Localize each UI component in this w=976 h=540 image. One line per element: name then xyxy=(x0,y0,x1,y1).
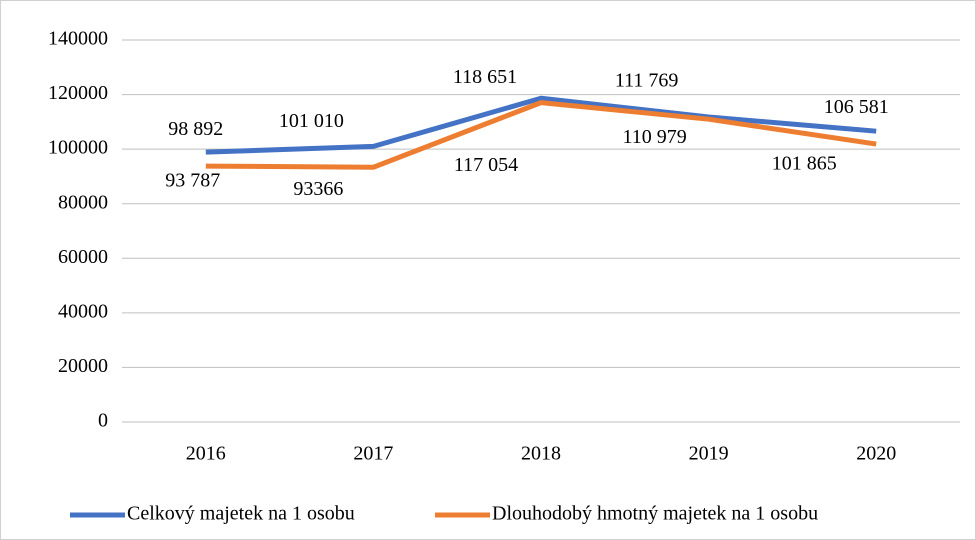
y-tick-label: 100000 xyxy=(48,137,108,159)
legend-label: Dlouhodobý hmotný majetek na 1 osobu xyxy=(492,503,818,525)
y-tick-label: 80000 xyxy=(58,191,108,213)
series-line xyxy=(205,100,877,170)
series-line xyxy=(205,95,877,155)
data-label: 101 865 xyxy=(772,153,837,175)
data-label: 111 769 xyxy=(615,70,679,92)
x-tick-label: 2016 xyxy=(186,443,226,465)
y-tick-label: 60000 xyxy=(58,246,108,268)
data-label: 106 581 xyxy=(824,96,889,118)
y-tick-label: 140000 xyxy=(48,28,108,50)
legend-label: Celkový majetek na 1 osobu xyxy=(127,503,355,525)
x-tick-label: 2017 xyxy=(353,443,393,465)
data-label: 93366 xyxy=(293,178,343,200)
y-tick-label: 20000 xyxy=(58,355,108,377)
data-label: 98 892 xyxy=(168,118,223,140)
x-tick-label: 2020 xyxy=(856,443,896,465)
y-tick-label: 120000 xyxy=(48,82,108,104)
data-label: 118 651 xyxy=(453,66,517,88)
data-label: 101 010 xyxy=(279,110,344,132)
x-tick-label: 2019 xyxy=(689,443,729,465)
data-label: 117 054 xyxy=(454,154,518,176)
data-label: 110 979 xyxy=(622,126,686,148)
data-label: 93 787 xyxy=(165,170,220,192)
x-tick-label: 2018 xyxy=(521,443,561,465)
y-tick-label: 0 xyxy=(98,410,108,432)
y-tick-label: 40000 xyxy=(58,300,108,322)
